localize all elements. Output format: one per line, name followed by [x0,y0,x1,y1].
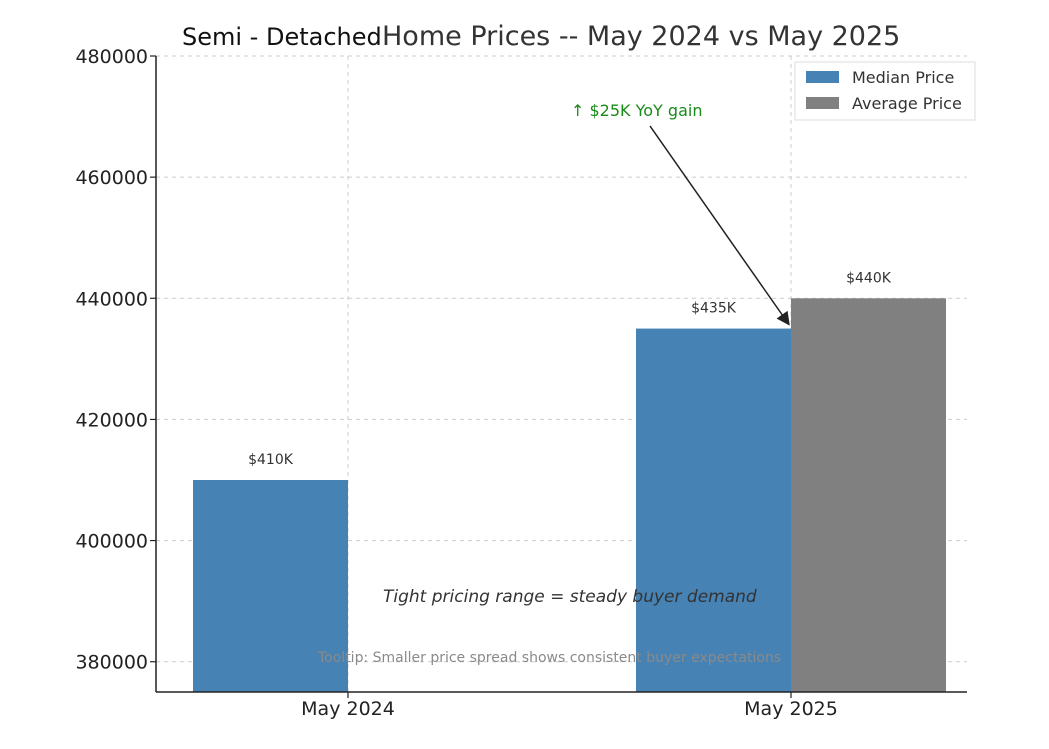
chart-title-part1: Semi - Detached [182,23,382,51]
y-tick-label: 380000 [75,652,148,674]
insight-note: Tight pricing range = steady buyer deman… [383,587,757,607]
y-axis: 380000 400000 420000 440000 460000 480000 [75,46,157,692]
y-tick-label: 460000 [75,167,148,189]
x-tick-label: May 2025 [744,698,838,720]
annotation-arrow [649,125,790,326]
data-labels: $410K $435K $440K [248,270,892,468]
annotation-yoy-gain: ↑ $25K YoY gain [571,101,702,120]
bar-median-price-may-2024 [193,480,348,692]
x-axis: May 2024 May 2025 [156,691,967,720]
chart-title-part2: Home Prices -- May 2024 vs May 2025 [382,21,900,52]
legend: Median Price Average Price [794,61,976,121]
legend-label-median: Median Price [852,68,954,87]
bar-median-price-may-2025 [636,328,791,692]
data-label: $440K [846,270,892,286]
y-tick-label: 420000 [75,409,148,431]
legend-swatch-median [806,71,839,83]
y-tick-label: 400000 [75,531,148,553]
data-label: $435K [691,301,737,317]
bars [193,298,946,692]
bar-average-price-may-2025 [791,298,946,692]
x-tick-label: May 2024 [301,698,395,720]
legend-swatch-average [806,97,839,109]
y-tick-label: 440000 [75,288,148,310]
y-tick-label: 480000 [75,46,148,68]
legend-label-average: Average Price [852,94,962,113]
data-label: $410K [248,452,294,468]
tooltip-text: Tooltip: Smaller price spread shows cons… [317,650,781,666]
